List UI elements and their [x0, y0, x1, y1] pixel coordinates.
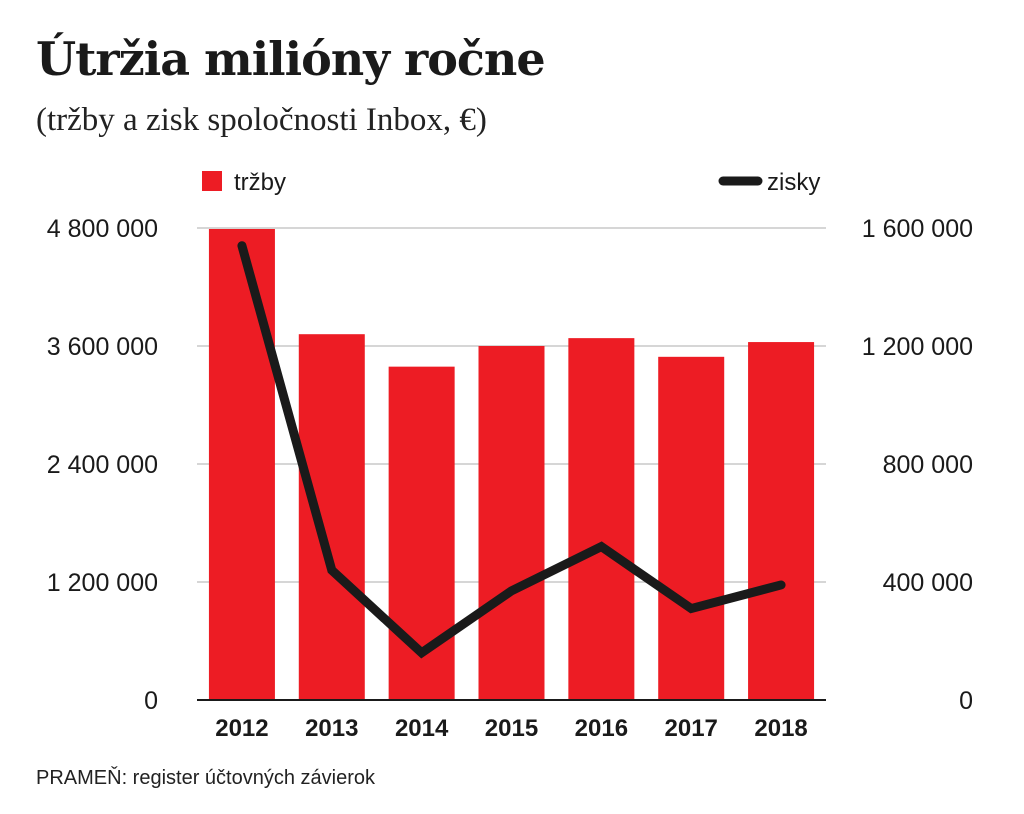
- right-tick-label: 800 000: [883, 451, 973, 479]
- x-tick-label: 2012: [215, 715, 268, 742]
- bar: [478, 346, 545, 700]
- x-axis-labels: 2012 2013 2014 2015 2016 2017 2018: [215, 715, 808, 742]
- left-tick-label: 1 200 000: [47, 569, 158, 597]
- left-axis-ticks: 0 1 200 000 2 400 000 3 600 000 4 800 000: [47, 215, 158, 715]
- x-tick-label: 2017: [665, 715, 718, 742]
- x-tick-label: 2016: [575, 715, 628, 742]
- right-tick-label: 1 600 000: [862, 215, 973, 243]
- left-tick-label: 0: [144, 687, 158, 715]
- chart-title: Útržia milióny ročne: [36, 32, 546, 86]
- right-tick-label: 0: [959, 687, 973, 715]
- x-tick-label: 2018: [754, 715, 807, 742]
- right-axis-ticks: 0 400 000 800 000 1 200 000 1 600 000: [862, 215, 973, 715]
- bar: [388, 366, 455, 700]
- bar-series-trzby: [208, 228, 815, 700]
- left-tick-label: 2 400 000: [47, 451, 158, 479]
- source-note: PRAMEŇ: register účtovných závierok: [36, 767, 376, 789]
- left-tick-label: 3 600 000: [47, 333, 158, 361]
- line-series-zisky: [237, 241, 786, 659]
- bar: [658, 356, 725, 700]
- x-tick-label: 2014: [395, 715, 449, 742]
- x-tick-label: 2013: [305, 715, 358, 742]
- x-tick-label: 2015: [485, 715, 538, 742]
- legend: tržby zisky: [202, 169, 820, 196]
- bar: [298, 334, 365, 700]
- bar: [568, 338, 635, 700]
- right-tick-label: 400 000: [883, 569, 973, 597]
- left-tick-label: 4 800 000: [47, 215, 158, 243]
- bar: [208, 228, 275, 700]
- right-tick-label: 1 200 000: [862, 333, 973, 361]
- legend-label-zisky: zisky: [767, 169, 820, 196]
- bar: [748, 342, 815, 700]
- chart-subtitle: (tržby a zisk spoločnosti Inbox, €): [36, 102, 487, 138]
- line-zisky: [237, 241, 786, 659]
- legend-label-trzby: tržby: [234, 169, 286, 196]
- legend-swatch-trzby: [202, 171, 222, 191]
